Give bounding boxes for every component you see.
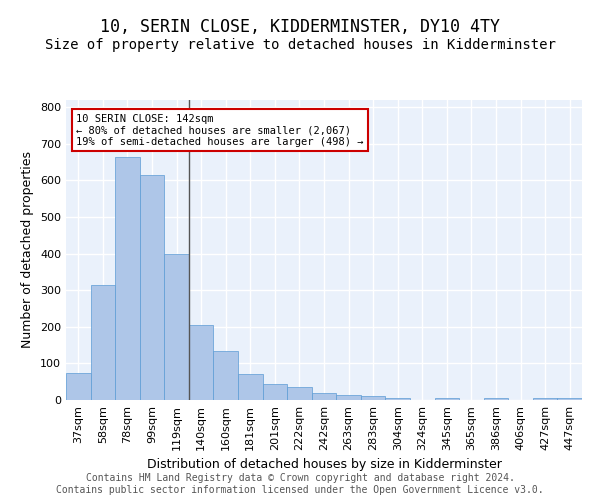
Bar [557,398,582,400]
X-axis label: Distribution of detached houses by size in Kidderminster: Distribution of detached houses by size … [146,458,502,471]
Text: 10 SERIN CLOSE: 142sqm
← 80% of detached houses are smaller (2,067)
19% of semi-: 10 SERIN CLOSE: 142sqm ← 80% of detached… [76,114,364,146]
Bar [164,254,189,400]
Bar [263,384,287,400]
Bar [189,325,214,400]
Bar [361,396,385,400]
Bar [434,398,459,400]
Text: 10, SERIN CLOSE, KIDDERMINSTER, DY10 4TY: 10, SERIN CLOSE, KIDDERMINSTER, DY10 4TY [100,18,500,36]
Bar [91,285,115,400]
Text: Size of property relative to detached houses in Kidderminster: Size of property relative to detached ho… [44,38,556,52]
Bar [312,392,336,400]
Bar [533,398,557,400]
Bar [484,398,508,400]
Bar [238,374,263,400]
Bar [214,350,238,400]
Bar [336,394,361,400]
Bar [66,372,91,400]
Bar [287,387,312,400]
Y-axis label: Number of detached properties: Number of detached properties [22,152,34,348]
Bar [115,156,140,400]
Bar [140,175,164,400]
Text: Contains HM Land Registry data © Crown copyright and database right 2024.
Contai: Contains HM Land Registry data © Crown c… [56,474,544,495]
Bar [385,398,410,400]
